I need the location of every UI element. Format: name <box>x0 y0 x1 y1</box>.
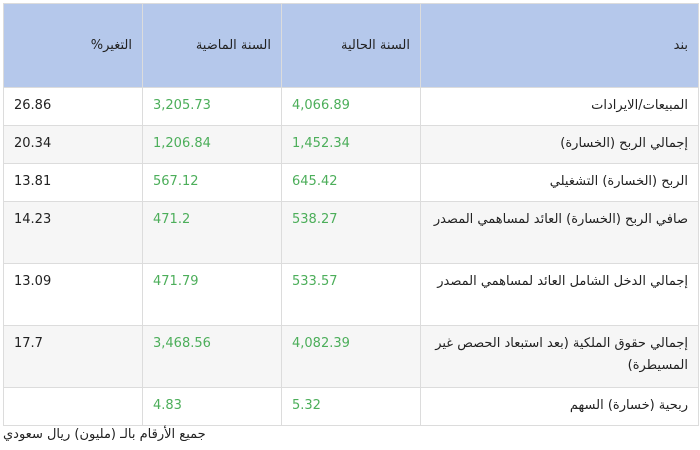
header-item: بند <box>420 3 699 88</box>
row-current-year: 538.27 <box>281 201 421 264</box>
row-item: الربح (الخسارة) التشغيلي <box>420 163 699 202</box>
footnote: جميع الأرقام بالـ (مليون) ريال سعودي <box>3 427 206 442</box>
row-change: 13.09 <box>3 263 143 326</box>
table-row: المبيعات/الايرادات 4,066.89 3,205.73 26.86 <box>3 87 699 126</box>
row-change: 13.81 <box>3 163 143 202</box>
row-current-year: 5.32 <box>281 387 421 426</box>
row-current-year: 4,082.39 <box>281 325 421 388</box>
table-row: صافي الربح (الخسارة) العائد لمساهمي المص… <box>3 201 699 264</box>
table-row: ربحية (خسارة) السهم 5.32 4.83 <box>3 387 699 426</box>
header-current-year: السنة الحالية <box>281 3 421 88</box>
table-row: إجمالي الدخل الشامل العائد لمساهمي المصد… <box>3 263 699 326</box>
row-change: 14.23 <box>3 201 143 264</box>
table-row: إجمالي حقوق الملكية (بعد استبعاد الحصص غ… <box>3 325 699 388</box>
row-change: 20.34 <box>3 125 143 164</box>
row-item: إجمالي الربح (الخسارة) <box>420 125 699 164</box>
row-previous-year: 4.83 <box>142 387 282 426</box>
header-change: التغير% <box>3 3 143 88</box>
row-item: صافي الربح (الخسارة) العائد لمساهمي المص… <box>420 201 699 264</box>
row-current-year: 533.57 <box>281 263 421 326</box>
row-change: 26.86 <box>3 87 143 126</box>
table-row: الربح (الخسارة) التشغيلي 645.42 567.12 13.8… <box>3 163 699 202</box>
row-previous-year: 3,205.73 <box>142 87 282 126</box>
table-row: إجمالي الربح (الخسارة) 1,452.34 1,206.84 20… <box>3 125 699 164</box>
row-previous-year: 471.2 <box>142 201 282 264</box>
row-item: المبيعات/الايرادات <box>420 87 699 126</box>
row-previous-year: 567.12 <box>142 163 282 202</box>
row-change: 17.7 <box>3 325 143 388</box>
row-current-year: 1,452.34 <box>281 125 421 164</box>
header-row: بند السنة الحالية السنة الماضية التغير% <box>3 3 699 88</box>
row-item: إجمالي الدخل الشامل العائد لمساهمي المصد… <box>420 263 699 326</box>
row-change <box>3 387 143 426</box>
row-previous-year: 1,206.84 <box>142 125 282 164</box>
row-previous-year: 3,468.56 <box>142 325 282 388</box>
header-previous-year: السنة الماضية <box>142 3 282 88</box>
row-previous-year: 471.79 <box>142 263 282 326</box>
financial-results-table: بند السنة الحالية السنة الماضية التغير% … <box>3 3 699 426</box>
row-current-year: 645.42 <box>281 163 421 202</box>
row-current-year: 4,066.89 <box>281 87 421 126</box>
row-item: ربحية (خسارة) السهم <box>420 387 699 426</box>
row-item: إجمالي حقوق الملكية (بعد استبعاد الحصص غ… <box>420 325 699 388</box>
